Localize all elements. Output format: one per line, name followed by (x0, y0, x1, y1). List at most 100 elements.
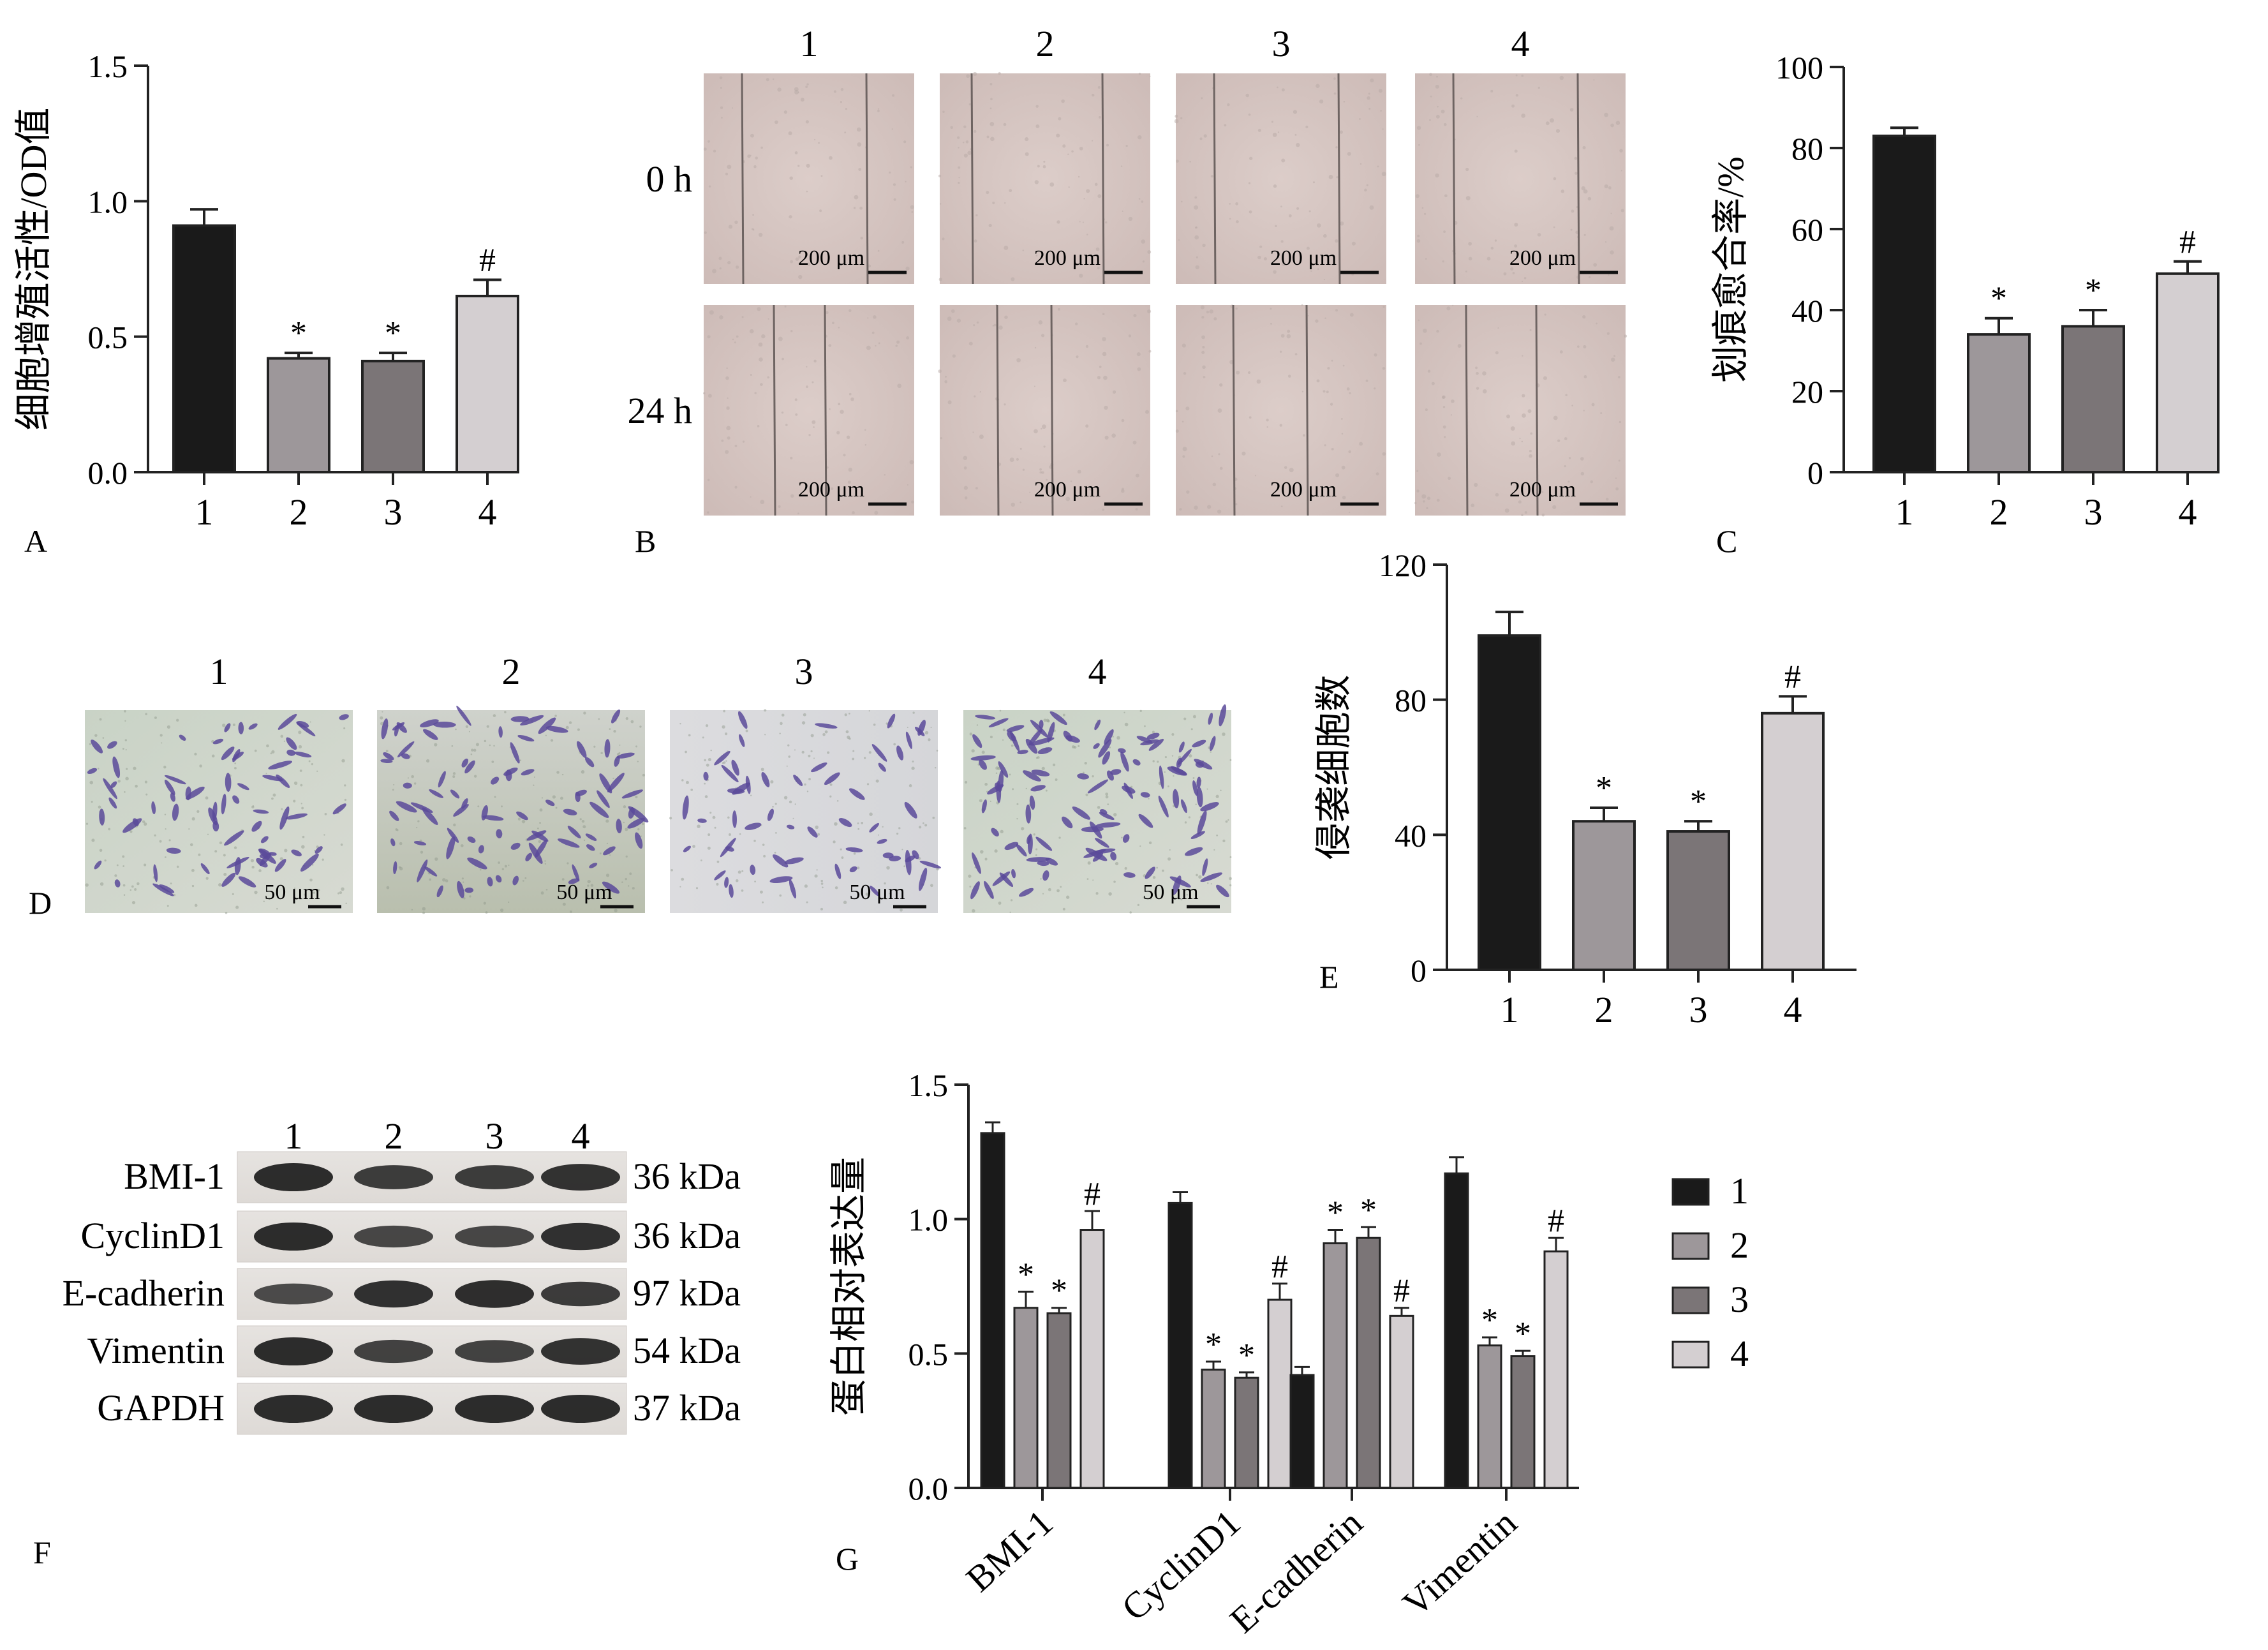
cell-speckle (725, 450, 729, 454)
column-label: 4 (1088, 651, 1107, 692)
y-axis-label: 蛋白相对表达量 (828, 1157, 870, 1416)
cell-speckle (1490, 89, 1493, 93)
pore-speckle (898, 827, 901, 829)
pore-speckle (783, 796, 788, 799)
pore-speckle (1086, 878, 1089, 880)
pore-speckle (700, 859, 702, 861)
pore-speckle (863, 757, 866, 759)
cell-speckle (1094, 182, 1098, 186)
cell-speckle (1519, 438, 1521, 440)
cell-speckle (1280, 240, 1284, 243)
pore-speckle (1137, 903, 1140, 907)
pore-speckle (380, 716, 383, 720)
cell-speckle (965, 140, 969, 144)
pore-speckle (271, 797, 274, 800)
pore-speckle (1229, 884, 1232, 887)
cell-speckle (958, 181, 960, 184)
cell-speckle (1514, 149, 1518, 153)
column-label: 1 (210, 651, 228, 692)
pore-speckle (484, 740, 487, 743)
pore-speckle (91, 801, 93, 803)
stained-cell (122, 818, 142, 833)
cell-speckle (1369, 205, 1374, 210)
pore-speckle (1157, 761, 1159, 763)
stained-cell (682, 795, 689, 820)
cell-speckle (854, 195, 859, 200)
pore-speckle (1092, 775, 1094, 778)
stained-cell (424, 866, 438, 877)
stained-cell (1006, 725, 1025, 732)
stained-cell (110, 781, 117, 789)
pore-speckle (521, 819, 526, 824)
stained-cell (1196, 787, 1203, 808)
cell-speckle (973, 324, 975, 327)
cell-speckle (1296, 207, 1300, 210)
pore-speckle (1210, 751, 1212, 753)
cell-speckle (1186, 490, 1190, 494)
cell-speckle (1248, 113, 1251, 116)
pore-speckle (189, 843, 193, 847)
pore-speckle (1216, 834, 1219, 836)
cell-speckle (1194, 505, 1198, 510)
cell-speckle (1043, 484, 1048, 489)
stained-cell (1104, 729, 1114, 745)
y-tick-label: 0 (1411, 953, 1427, 988)
pore-speckle (298, 731, 302, 734)
pore-speckle (301, 806, 304, 810)
pore-speckle (679, 886, 681, 888)
pore-speckle (637, 761, 639, 762)
cell-speckle (1077, 470, 1081, 474)
scratch-edge-line (970, 73, 974, 285)
pore-speckle (681, 877, 685, 881)
pore-speckle (723, 761, 726, 764)
stained-cell (422, 807, 438, 826)
stained-cell (724, 877, 729, 888)
pore-speckle (252, 805, 255, 807)
pore-speckle (501, 868, 505, 870)
pore-speckle (971, 749, 975, 753)
cell-speckle (945, 375, 947, 378)
cell-speckle (1272, 133, 1277, 137)
cell-speckle (1448, 477, 1451, 480)
cell-speckle (1249, 210, 1252, 214)
cell-speckle (794, 87, 799, 92)
stained-cell (256, 858, 268, 868)
stained-cell (1007, 731, 1016, 741)
cell-speckle (772, 78, 775, 80)
band-name: E-cadherin (63, 1272, 225, 1314)
stained-cell (238, 722, 244, 734)
pore-speckle (625, 855, 628, 858)
stained-cell (1140, 792, 1150, 798)
pore-speckle (89, 780, 93, 785)
cell-speckle (990, 137, 995, 142)
cell-speckle (1618, 459, 1620, 462)
cell-speckle (1559, 350, 1563, 353)
cell-speckle (1125, 145, 1128, 147)
cell-speckle (1442, 260, 1444, 263)
pore-speckle (142, 820, 145, 823)
cell-speckle (1043, 445, 1046, 448)
pore-speckle (416, 827, 418, 829)
cell-speckle (1136, 352, 1141, 357)
pore-speckle (508, 901, 510, 903)
stained-cell (467, 836, 476, 844)
pore-speckle (234, 762, 237, 764)
cell-speckle (1605, 498, 1609, 501)
pore-speckle (1188, 816, 1191, 819)
pore-speckle (908, 784, 912, 787)
cell-speckle (1280, 350, 1282, 353)
cell-speckle (1521, 514, 1523, 517)
cell-speckle (1476, 115, 1478, 117)
bar-E-cadherin-series-4 (1389, 1314, 1414, 1489)
cell-speckle (944, 380, 948, 383)
cell-speckle (897, 383, 902, 389)
stained-cell (464, 887, 474, 893)
cell-speckle (1270, 322, 1272, 325)
stained-cell (914, 727, 925, 736)
scratch-image-24 h-2: 200 μm (938, 304, 1152, 516)
stained-cell (422, 729, 438, 740)
pore-speckle (623, 805, 626, 808)
scale-bar-label: 200 μm (1509, 246, 1576, 270)
pore-speckle (1196, 873, 1198, 877)
